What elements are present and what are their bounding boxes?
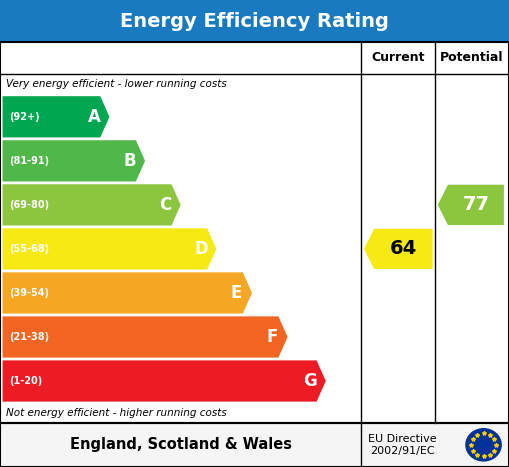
Text: E: E [231,284,242,302]
Text: A: A [88,108,101,126]
Circle shape [465,428,502,461]
Text: Energy Efficiency Rating: Energy Efficiency Rating [120,12,389,30]
Polygon shape [3,140,145,182]
Polygon shape [3,361,326,402]
Text: 77: 77 [462,195,490,214]
Bar [0,42,509,423]
Polygon shape [438,185,504,225]
Polygon shape [3,184,181,226]
Text: (81-91): (81-91) [9,156,49,166]
Text: EU Directive
2002/91/EC: EU Directive 2002/91/EC [368,434,436,456]
Text: (1-20): (1-20) [9,376,42,386]
Text: (55-68): (55-68) [9,244,49,254]
Text: Potential: Potential [440,51,504,64]
Text: G: G [303,372,318,390]
Bar [0,423,509,467]
Text: (39-54): (39-54) [9,288,49,298]
Text: D: D [194,240,208,258]
Polygon shape [364,229,433,269]
Text: 64: 64 [390,240,417,258]
Text: England, Scotland & Wales: England, Scotland & Wales [70,437,292,453]
Text: Current: Current [372,51,425,64]
Text: (21-38): (21-38) [9,332,49,342]
Bar [0,423,509,467]
Text: B: B [124,152,136,170]
Polygon shape [3,316,288,358]
Text: F: F [267,328,278,346]
Polygon shape [3,272,252,313]
Text: Not energy efficient - higher running costs: Not energy efficient - higher running co… [6,408,227,418]
Text: C: C [159,196,172,214]
Text: (92+): (92+) [9,112,40,122]
Polygon shape [3,96,109,137]
Polygon shape [3,228,216,269]
Bar [0,0,509,42]
Text: (69-80): (69-80) [9,200,49,210]
Text: Very energy efficient - lower running costs: Very energy efficient - lower running co… [6,79,227,89]
